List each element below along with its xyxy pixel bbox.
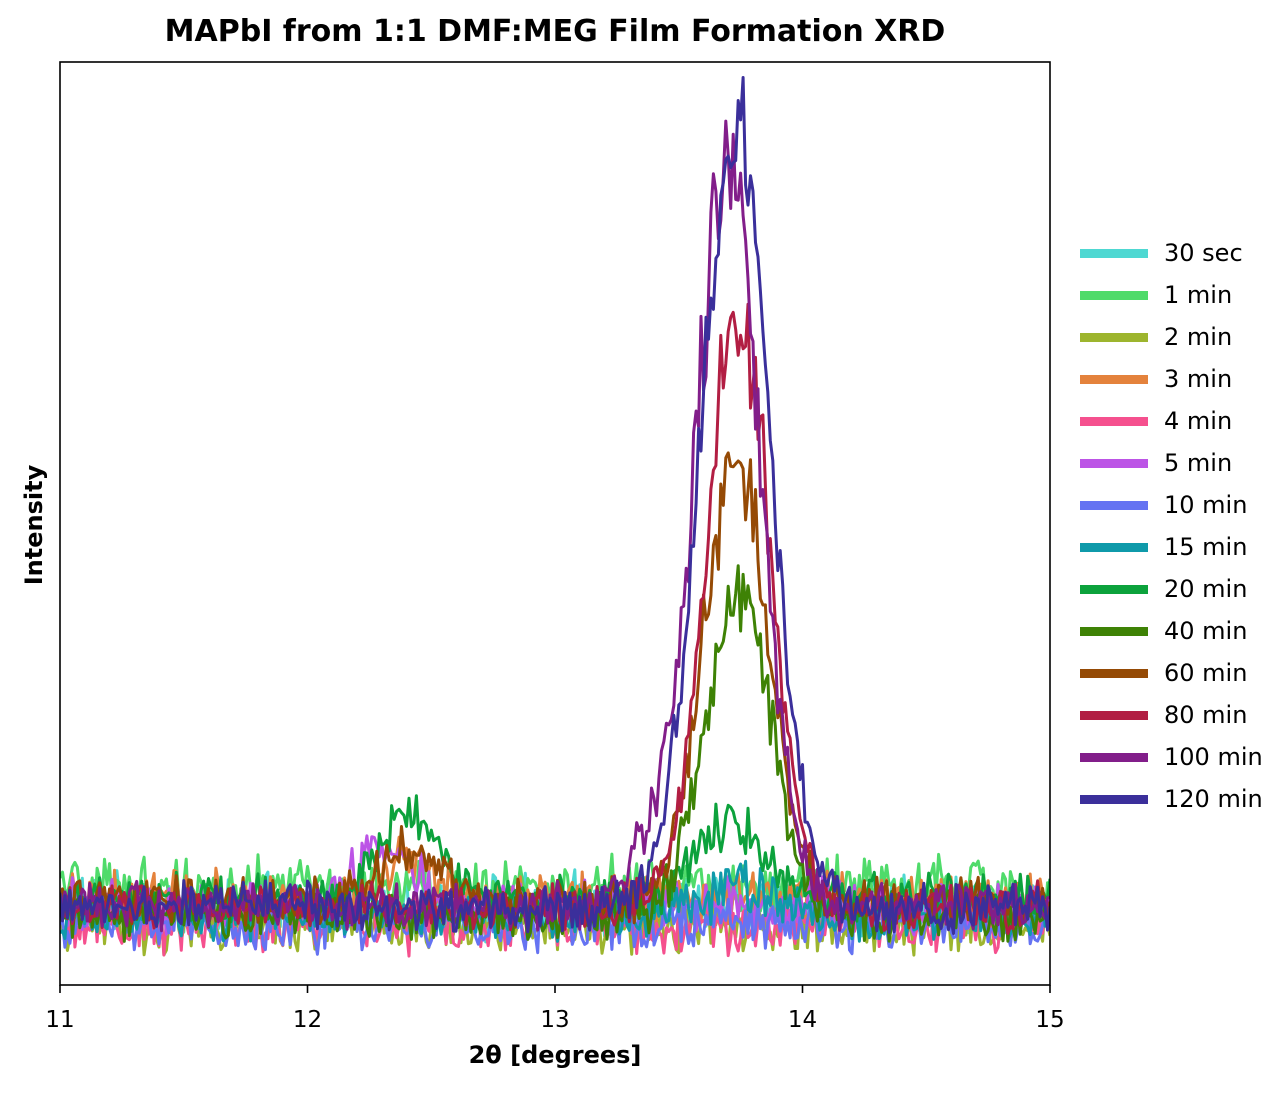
series-layer	[60, 76, 1050, 958]
legend-swatch	[1080, 248, 1148, 258]
legend-label: 100 min	[1164, 743, 1263, 771]
legend-swatch	[1080, 290, 1148, 300]
legend-item: 20 min	[1080, 568, 1263, 610]
legend-label: 5 min	[1164, 449, 1233, 477]
legend-swatch	[1080, 584, 1148, 594]
legend-swatch	[1080, 374, 1148, 384]
series-line-120-min	[60, 76, 1050, 935]
legend-item: 15 min	[1080, 526, 1263, 568]
legend-swatch	[1080, 794, 1148, 804]
chart-title: MAPbI from 1:1 DMF:MEG Film Formation XR…	[164, 14, 946, 49]
series-line-80-min	[60, 302, 1050, 935]
legend-label: 1 min	[1164, 281, 1233, 309]
legend-item: 100 min	[1080, 736, 1263, 778]
series-line-60-min	[60, 451, 1050, 930]
legend-item: 40 min	[1080, 610, 1263, 652]
legend-swatch	[1080, 500, 1148, 510]
legend-swatch	[1080, 752, 1148, 762]
legend-label: 2 min	[1164, 323, 1233, 351]
legend-label: 30 sec	[1164, 239, 1243, 267]
legend-item: 10 min	[1080, 484, 1263, 526]
legend-item: 2 min	[1080, 316, 1263, 358]
legend-swatch	[1080, 626, 1148, 636]
legend-label: 4 min	[1164, 407, 1233, 435]
series-line-100-min	[60, 119, 1050, 933]
legend-item: 5 min	[1080, 442, 1263, 484]
legend-label: 3 min	[1164, 365, 1233, 393]
legend-item: 120 min	[1080, 778, 1263, 820]
legend-label: 60 min	[1164, 659, 1248, 687]
x-tick-label: 11	[45, 1007, 74, 1033]
legend: 30 sec 1 min 2 min 3 min 4 min 5 min 10 min 15 …	[1080, 232, 1263, 820]
legend-item: 4 min	[1080, 400, 1263, 442]
legend-swatch	[1080, 458, 1148, 468]
x-ticks: 11 12 13 14 15	[45, 985, 1065, 1033]
legend-item: 3 min	[1080, 358, 1263, 400]
legend-label: 15 min	[1164, 533, 1248, 561]
x-tick-label: 13	[540, 1007, 569, 1033]
x-tick-label: 12	[293, 1007, 322, 1033]
legend-item: 80 min	[1080, 694, 1263, 736]
axes-frame	[59, 61, 1051, 986]
legend-swatch	[1080, 710, 1148, 720]
legend-item: 30 sec	[1080, 232, 1263, 274]
legend-label: 10 min	[1164, 491, 1248, 519]
legend-item: 1 min	[1080, 274, 1263, 316]
x-tick-label: 14	[788, 1007, 817, 1033]
x-tick-label: 15	[1035, 1007, 1064, 1033]
legend-swatch	[1080, 332, 1148, 342]
legend-swatch	[1080, 542, 1148, 552]
y-axis-label: Intensity	[20, 464, 48, 586]
x-axis-label: 2θ [degrees]	[468, 1041, 642, 1069]
legend-swatch	[1080, 416, 1148, 426]
legend-item: 60 min	[1080, 652, 1263, 694]
legend-label: 80 min	[1164, 701, 1248, 729]
legend-swatch	[1080, 668, 1148, 678]
legend-label: 20 min	[1164, 575, 1248, 603]
legend-label: 40 min	[1164, 617, 1248, 645]
legend-label: 120 min	[1164, 785, 1263, 813]
